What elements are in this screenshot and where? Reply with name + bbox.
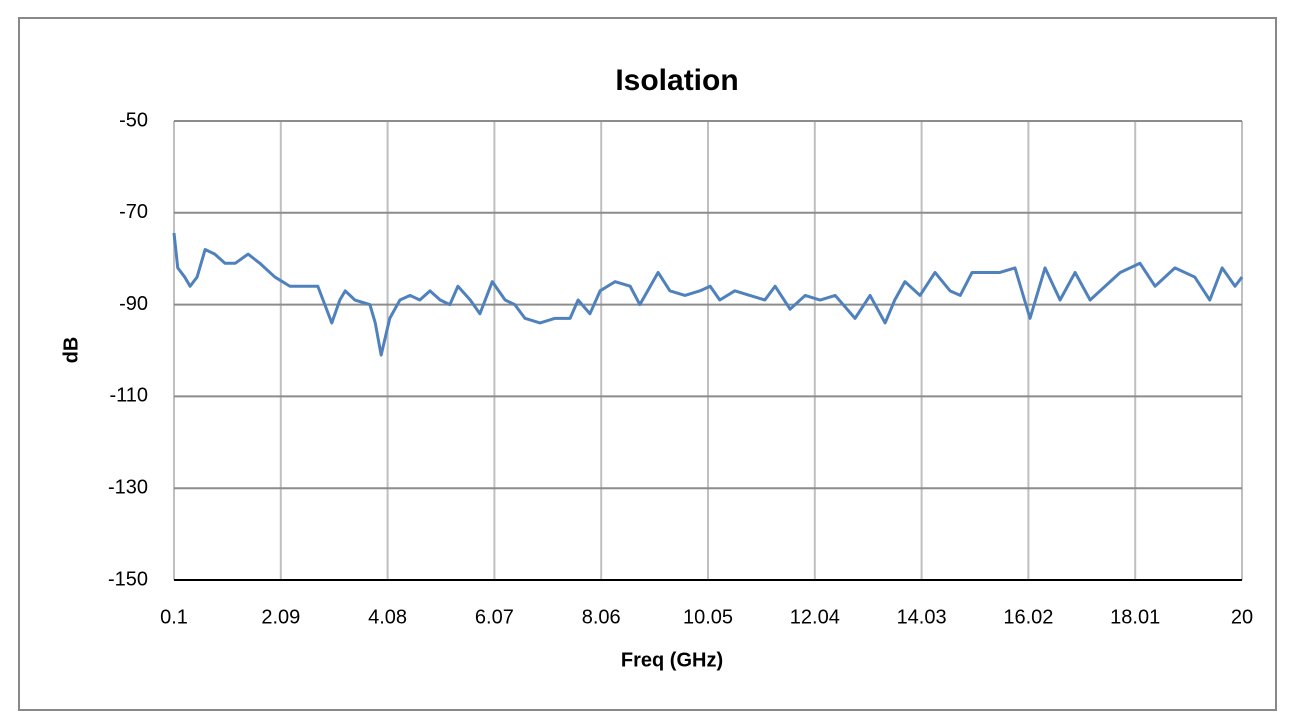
x-tick-label: 0.1 [160,606,188,628]
y-axis-title: dB [60,337,82,364]
x-tick-label: 4.08 [368,606,407,628]
data-line [172,232,1244,357]
chart-border [18,17,1277,711]
x-tick-label: 16.02 [1003,606,1053,628]
x-tick-label: 8.06 [582,606,621,628]
y-tick-label: -130 [108,476,148,498]
y-tick-label: -90 [119,293,148,315]
x-axis-title: Freq (GHz) [621,649,723,671]
y-tick-label: -110 [109,385,148,407]
y-tick-label: -70 [119,201,148,223]
x-tick-label: 20 [1231,606,1253,628]
x-tick-label: 6.07 [475,606,514,628]
x-tick-label: 10.05 [683,606,733,628]
x-tick-label: 12.04 [790,606,840,628]
x-tick-label: 18.01 [1110,606,1160,628]
y-tick-label: -150 [108,568,148,590]
chart-title: Isolation [615,64,738,97]
x-tick-label: 2.09 [261,606,300,628]
x-tick-label: 14.03 [897,606,947,628]
y-tick-label: -50 [119,109,148,131]
